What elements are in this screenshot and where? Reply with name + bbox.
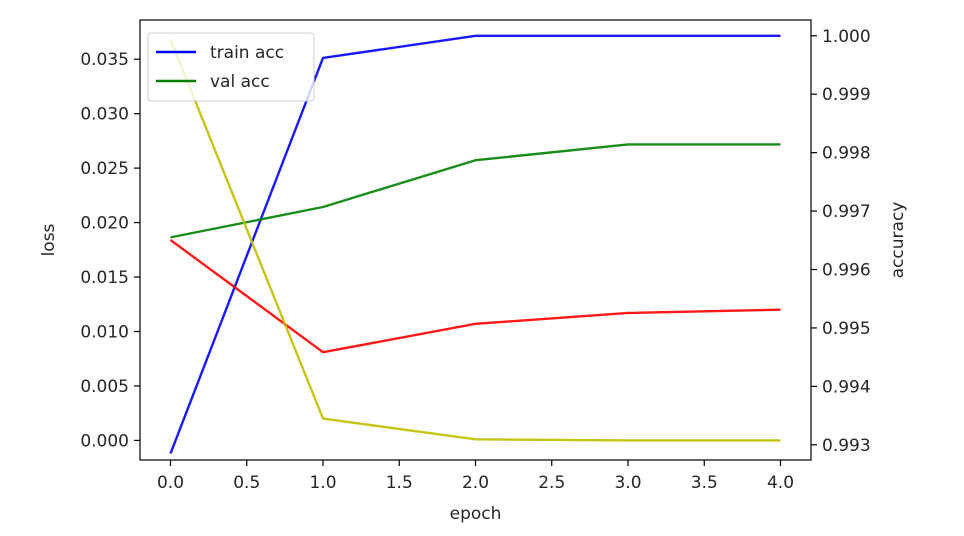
- right-y-tick-label: 0.995: [822, 319, 871, 339]
- right-y-tick-label: 0.994: [822, 377, 871, 397]
- legend-label: train acc: [210, 43, 284, 63]
- right-y-axis-title: accuracy: [888, 202, 908, 279]
- x-tick-label: 0.5: [233, 473, 260, 493]
- left-y-tick-label: 0.020: [80, 214, 129, 234]
- x-tick-label: 1.5: [386, 473, 413, 493]
- left-y-tick-label: 0.000: [80, 431, 129, 451]
- legend: train acc val acc: [147, 32, 315, 102]
- series-layer: [169, 34, 781, 455]
- left-y-tick-label: 0.015: [80, 268, 129, 288]
- right-y-tick-label: 0.999: [822, 85, 871, 105]
- x-tick-label: 2.5: [538, 473, 565, 493]
- right-y-tick-label: 0.993: [822, 436, 871, 456]
- axes-layer: 0.0 0.5 1.0 1.5 2.0 2.5 3.0 3.5 4.0 0.000 0.005 0.0…: [80, 19, 871, 493]
- x-tick-label: 0.0: [157, 473, 184, 493]
- left-y-tick-label: 0.025: [80, 159, 129, 179]
- train-acc-line: [169, 34, 781, 455]
- legend-box: [147, 32, 315, 102]
- left-y-tick-label: 0.030: [80, 105, 129, 125]
- legend-label: val acc: [210, 72, 270, 92]
- x-tick-label: 4.0: [767, 473, 794, 493]
- right-y-tick-label: 0.996: [822, 261, 871, 281]
- loss-series-4-line: [169, 39, 781, 442]
- left-y-tick-label: 0.005: [80, 377, 129, 397]
- x-tick-label: 3.0: [614, 473, 641, 493]
- x-axis-title: epoch: [450, 504, 502, 524]
- left-y-axis-title: loss: [39, 223, 59, 256]
- x-tick-label: 1.0: [309, 473, 336, 493]
- right-y-tick-label: 0.997: [822, 202, 871, 222]
- right-y-tick-label: 1.000: [822, 27, 871, 47]
- val-acc-line: [170, 143, 781, 239]
- right-y-tick-label: 0.998: [822, 144, 871, 164]
- loss-series-3-line: [169, 239, 781, 354]
- left-y-tick-label: 0.010: [80, 322, 129, 342]
- x-tick-label: 2.0: [462, 473, 489, 493]
- x-tick-label: 3.5: [691, 473, 718, 493]
- left-y-tick-label: 0.035: [80, 50, 129, 70]
